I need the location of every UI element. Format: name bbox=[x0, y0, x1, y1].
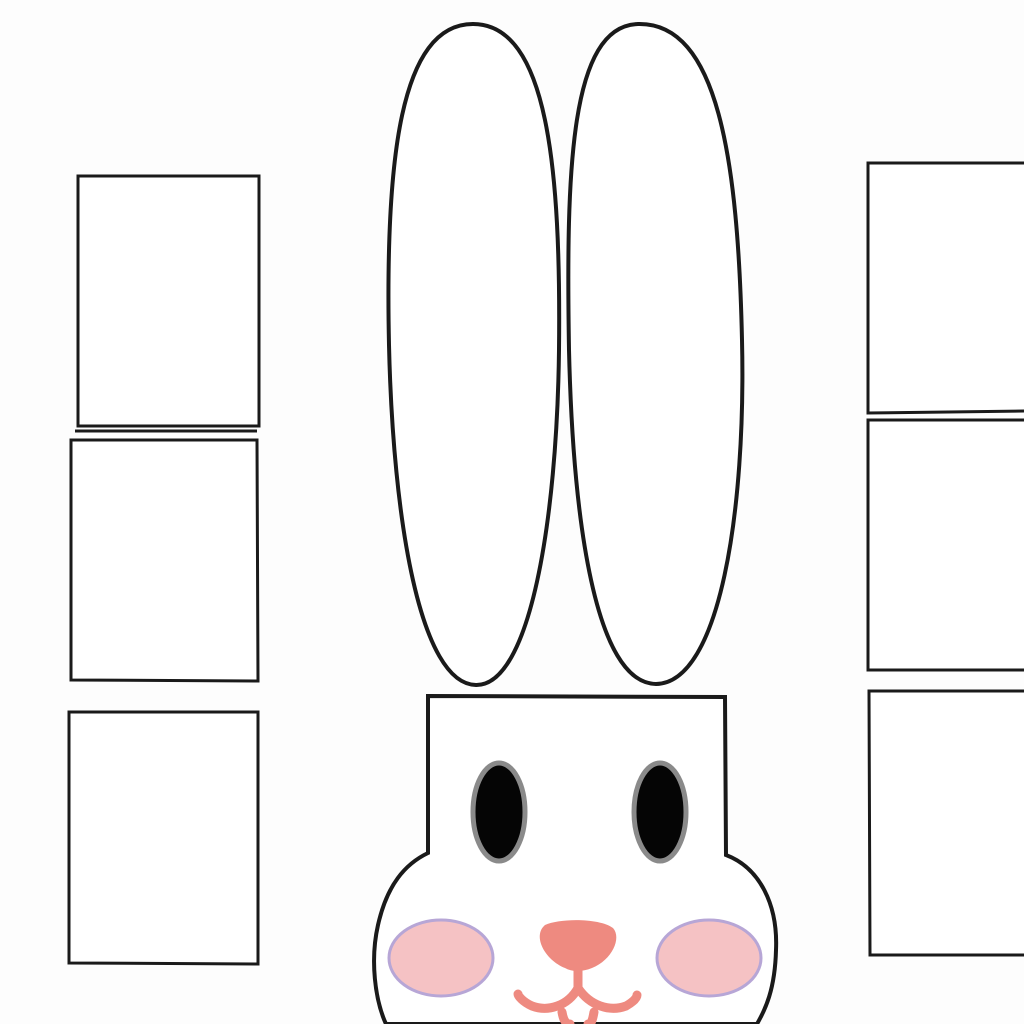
left-box-1 bbox=[76, 174, 261, 428]
left-box-column bbox=[67, 174, 261, 966]
right-box-1 bbox=[866, 161, 1024, 415]
right-box-column bbox=[866, 161, 1024, 957]
left-box-3 bbox=[67, 710, 260, 966]
right-cheek bbox=[655, 918, 763, 998]
left-eye bbox=[470, 760, 528, 864]
right-box-3 bbox=[867, 689, 1024, 957]
bunny-ear-icon bbox=[386, 21, 562, 688]
bunny-head-icon bbox=[372, 693, 779, 1024]
nose bbox=[539, 920, 617, 971]
left-cheek bbox=[387, 918, 495, 998]
right-eye bbox=[631, 760, 689, 864]
bunny-ears bbox=[386, 21, 745, 688]
bunny-ear-icon bbox=[566, 21, 745, 687]
right-box-2 bbox=[866, 418, 1024, 672]
left-box-2 bbox=[69, 429, 260, 683]
